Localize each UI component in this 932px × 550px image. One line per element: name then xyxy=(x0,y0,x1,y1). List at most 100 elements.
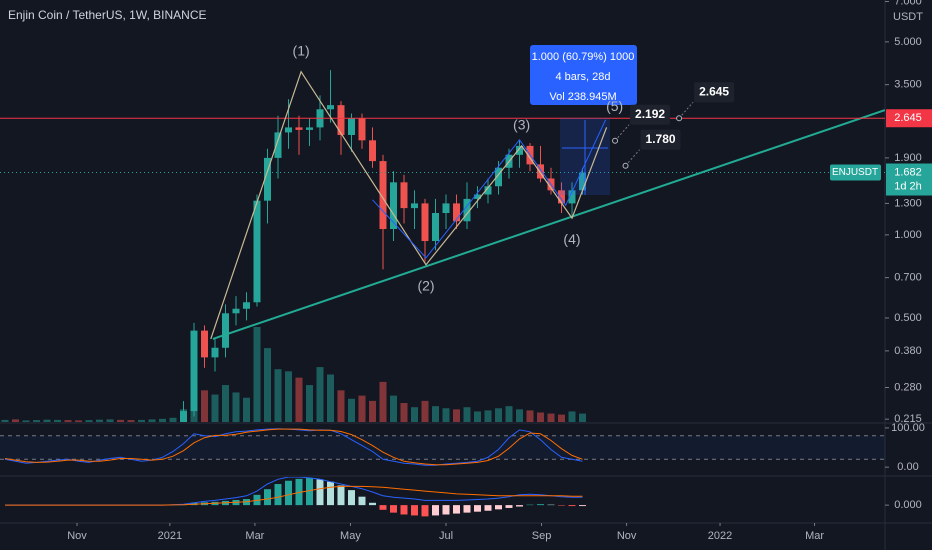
candle-body xyxy=(463,198,471,222)
wave-label: (3) xyxy=(513,117,530,133)
target-leader xyxy=(678,101,694,119)
measure-text: 4 bars, 28d xyxy=(555,71,610,83)
histogram-bar xyxy=(263,489,271,506)
candle-body xyxy=(410,203,418,209)
candle-body xyxy=(421,203,429,242)
candle-body xyxy=(431,213,439,242)
y-tick-label: 0.700 xyxy=(894,272,922,284)
volume-bar xyxy=(568,411,576,422)
candle-body xyxy=(200,330,208,358)
histogram-bar xyxy=(442,505,450,515)
candle-body xyxy=(379,161,387,230)
histogram-bar xyxy=(463,505,471,513)
histogram-bar xyxy=(515,505,523,507)
candle-body xyxy=(242,302,250,309)
volume-bar xyxy=(22,420,30,422)
histogram-bar xyxy=(284,480,292,506)
volume-bar xyxy=(505,406,513,422)
volume-bar xyxy=(148,419,156,422)
candle-body xyxy=(190,330,198,412)
band-fill xyxy=(0,435,885,460)
volume-bar xyxy=(442,408,450,422)
y-tick-label: 0.00 xyxy=(897,461,918,473)
volume-bar xyxy=(431,406,439,422)
histogram-bar xyxy=(379,505,387,510)
histogram-bar xyxy=(305,477,313,506)
histogram-bar xyxy=(578,505,586,507)
chart-title: Enjin Coin / TetherUS, 1W, BINANCE xyxy=(8,8,207,22)
target-dot xyxy=(676,115,683,122)
volume-bar xyxy=(463,407,471,422)
stoch-line xyxy=(4,428,583,466)
trend-line xyxy=(212,109,885,340)
volume-bar xyxy=(263,348,271,422)
volume-bar xyxy=(43,419,51,422)
measure-text: Vol 238.945M xyxy=(549,91,616,103)
histogram-bar xyxy=(326,481,334,506)
volume-bar xyxy=(169,417,177,422)
volume-bar xyxy=(526,410,534,422)
volume-bar xyxy=(253,327,261,422)
volume-bar xyxy=(473,411,481,422)
volume-bar xyxy=(347,398,355,422)
target-leader xyxy=(625,149,640,167)
candle-body xyxy=(578,172,586,191)
candle-body xyxy=(515,145,523,155)
x-tick-label: Nov xyxy=(67,530,87,542)
x-tick-label: Mar xyxy=(805,530,824,542)
volume-bar xyxy=(452,409,460,422)
volume-bar xyxy=(337,390,345,422)
histogram-bar xyxy=(452,505,460,514)
price-panel xyxy=(0,70,885,422)
resistance-box xyxy=(886,109,932,128)
x-tick-label: Mar xyxy=(245,530,264,542)
wave-line xyxy=(210,70,608,340)
symbol-label: ENJUSDT xyxy=(832,167,878,178)
x-tick-label: Jul xyxy=(439,530,453,542)
volume-bar xyxy=(421,400,429,422)
target-label: 2.192 xyxy=(635,107,665,121)
volume-bar xyxy=(578,413,586,422)
target-box xyxy=(694,82,735,103)
volume-bar xyxy=(211,394,219,422)
candle-body xyxy=(284,127,292,133)
candle-body xyxy=(232,308,240,314)
target-dot xyxy=(612,137,619,144)
volume-bar xyxy=(11,419,19,422)
measure-text: 1.000 (60.79%) 1000 xyxy=(532,51,635,63)
histogram-bar xyxy=(494,505,502,510)
candle-body xyxy=(263,157,271,201)
histogram-bar xyxy=(389,505,397,513)
histogram-bar xyxy=(536,504,544,506)
candle-body xyxy=(557,190,565,204)
last-price-label: 1.682 xyxy=(894,166,922,178)
last-price-box xyxy=(886,163,932,196)
volume-bar xyxy=(295,377,303,422)
y-tick-label: 5.000 xyxy=(894,36,922,48)
histogram-bar xyxy=(400,505,408,515)
volume-bar xyxy=(326,374,334,422)
volume-bar xyxy=(1,419,9,422)
target-dot xyxy=(622,162,629,169)
volume-bar xyxy=(316,367,324,422)
volume-bar xyxy=(368,400,376,422)
volume-bar xyxy=(221,385,229,422)
volume-bar xyxy=(64,420,72,422)
histogram-bar xyxy=(431,505,439,516)
candle-body xyxy=(305,127,313,130)
volume-bar xyxy=(232,392,240,422)
candle-body xyxy=(253,200,261,303)
volume-bar xyxy=(389,395,397,422)
axis-unit: USDT xyxy=(893,11,923,23)
wave-label: (2) xyxy=(417,277,434,293)
y-tick-label: 0.380 xyxy=(894,345,922,357)
volume-bar xyxy=(536,412,544,422)
histogram-bar xyxy=(568,505,576,507)
volume-bar xyxy=(274,369,282,422)
volume-bar xyxy=(400,403,408,422)
volume-bar xyxy=(358,395,366,422)
x-tick-label: May xyxy=(340,530,361,542)
y-tick-label: 7.000 xyxy=(894,0,922,7)
candle-body xyxy=(221,313,229,348)
candle-body xyxy=(358,118,366,141)
